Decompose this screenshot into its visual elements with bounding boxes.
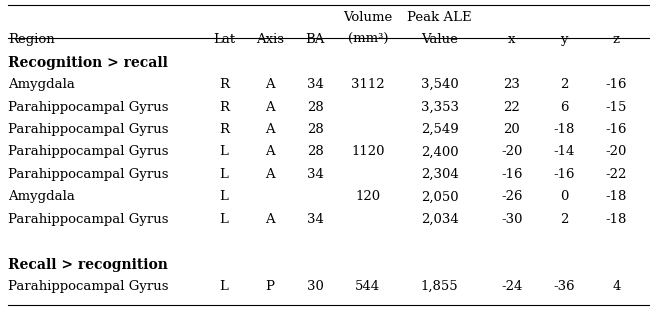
Text: y: y — [560, 33, 568, 46]
Text: 6: 6 — [560, 100, 568, 113]
Text: -16: -16 — [553, 168, 575, 181]
Text: A: A — [265, 100, 275, 113]
Text: 22: 22 — [503, 100, 520, 113]
Text: Peak ALE: Peak ALE — [407, 11, 472, 24]
Text: Recognition > recall: Recognition > recall — [8, 56, 168, 70]
Text: 4: 4 — [612, 280, 621, 293]
Text: 28: 28 — [307, 100, 324, 113]
Text: 2: 2 — [560, 78, 568, 91]
Text: 0: 0 — [560, 191, 568, 204]
Text: Parahippocampal Gyrus: Parahippocampal Gyrus — [8, 168, 168, 181]
Text: z: z — [613, 33, 620, 46]
Text: 3,540: 3,540 — [421, 78, 459, 91]
Text: L: L — [219, 168, 228, 181]
Text: Parahippocampal Gyrus: Parahippocampal Gyrus — [8, 213, 168, 226]
Text: (mm³): (mm³) — [348, 33, 388, 46]
Text: 28: 28 — [307, 146, 324, 158]
Text: L: L — [219, 280, 228, 293]
Text: Parahippocampal Gyrus: Parahippocampal Gyrus — [8, 100, 168, 113]
Text: -36: -36 — [553, 280, 575, 293]
Text: -16: -16 — [501, 168, 522, 181]
Text: Parahippocampal Gyrus: Parahippocampal Gyrus — [8, 146, 168, 158]
Text: BA: BA — [306, 33, 325, 46]
Text: A: A — [265, 213, 275, 226]
Text: Lat: Lat — [213, 33, 235, 46]
Text: -15: -15 — [606, 100, 627, 113]
Text: x: x — [508, 33, 516, 46]
Text: 120: 120 — [355, 191, 380, 204]
Text: R: R — [219, 100, 229, 113]
Text: Axis: Axis — [256, 33, 284, 46]
Text: -22: -22 — [606, 168, 627, 181]
Text: -30: -30 — [501, 213, 522, 226]
Text: L: L — [219, 191, 228, 204]
Text: Volume: Volume — [343, 11, 392, 24]
Text: Parahippocampal Gyrus: Parahippocampal Gyrus — [8, 123, 168, 136]
Text: L: L — [219, 146, 228, 158]
Text: -18: -18 — [606, 191, 627, 204]
Text: -18: -18 — [606, 213, 627, 226]
Text: A: A — [265, 123, 275, 136]
Text: 2,400: 2,400 — [421, 146, 459, 158]
Text: Recall > recognition: Recall > recognition — [8, 258, 168, 272]
Text: -18: -18 — [553, 123, 575, 136]
Text: Amygdala: Amygdala — [8, 78, 75, 91]
Text: 28: 28 — [307, 123, 324, 136]
Text: L: L — [219, 213, 228, 226]
Text: P: P — [265, 280, 274, 293]
Text: R: R — [219, 123, 229, 136]
Text: Amygdala: Amygdala — [8, 191, 75, 204]
Text: 2,034: 2,034 — [421, 213, 459, 226]
Text: 34: 34 — [307, 168, 324, 181]
Text: 3,353: 3,353 — [420, 100, 459, 113]
Text: 1,855: 1,855 — [421, 280, 459, 293]
Text: -24: -24 — [501, 280, 522, 293]
Text: -16: -16 — [606, 78, 627, 91]
Text: 2,549: 2,549 — [421, 123, 459, 136]
Text: A: A — [265, 168, 275, 181]
Text: 2: 2 — [560, 213, 568, 226]
Text: 2,050: 2,050 — [421, 191, 459, 204]
Text: Parahippocampal Gyrus: Parahippocampal Gyrus — [8, 280, 168, 293]
Text: A: A — [265, 78, 275, 91]
Text: 20: 20 — [503, 123, 520, 136]
Text: 544: 544 — [355, 280, 380, 293]
Text: Region: Region — [8, 33, 55, 46]
Text: -26: -26 — [501, 191, 522, 204]
Text: 23: 23 — [503, 78, 520, 91]
Text: R: R — [219, 78, 229, 91]
Text: A: A — [265, 146, 275, 158]
Text: -20: -20 — [606, 146, 627, 158]
Text: Value: Value — [421, 33, 458, 46]
Text: 34: 34 — [307, 78, 324, 91]
Text: -16: -16 — [606, 123, 627, 136]
Text: 2,304: 2,304 — [421, 168, 459, 181]
Text: 1120: 1120 — [351, 146, 384, 158]
Text: 3112: 3112 — [351, 78, 384, 91]
Text: 34: 34 — [307, 213, 324, 226]
Text: -14: -14 — [553, 146, 575, 158]
Text: 30: 30 — [307, 280, 324, 293]
Text: -20: -20 — [501, 146, 522, 158]
